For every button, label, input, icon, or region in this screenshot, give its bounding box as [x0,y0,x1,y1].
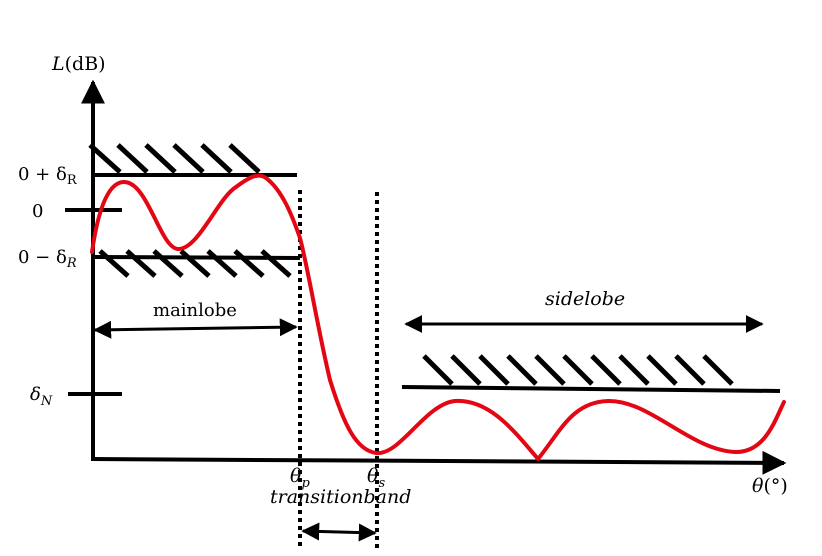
transitionband-label: transitionband [270,486,411,508]
stopband-hatching [422,354,734,386]
upper-bound-hatching [88,143,261,174]
x-axis [90,450,787,475]
level-zero-label: 0 [32,201,43,222]
response-curve [90,173,786,461]
level-stop-label: δN [30,384,53,409]
level-lower-label: 0 − δR [18,247,77,271]
lower-bound-hatching [98,249,292,278]
lower-ripple-bound [92,255,301,260]
passband-edge-label: θp [290,465,310,491]
sidelobe-label: sidelobe [545,288,625,310]
mainlobe-label: mainlobe [153,300,237,321]
stopband-bound [401,385,781,393]
mainlobe-arrow [93,318,298,339]
level-upper-label: 0 + δR [18,164,78,188]
stopband-edge-label: θs [367,465,385,491]
y-axis-label: L(dB) [51,53,106,75]
x-axis-label: θ(°) [752,475,788,497]
transitionband-arrow [301,522,377,542]
